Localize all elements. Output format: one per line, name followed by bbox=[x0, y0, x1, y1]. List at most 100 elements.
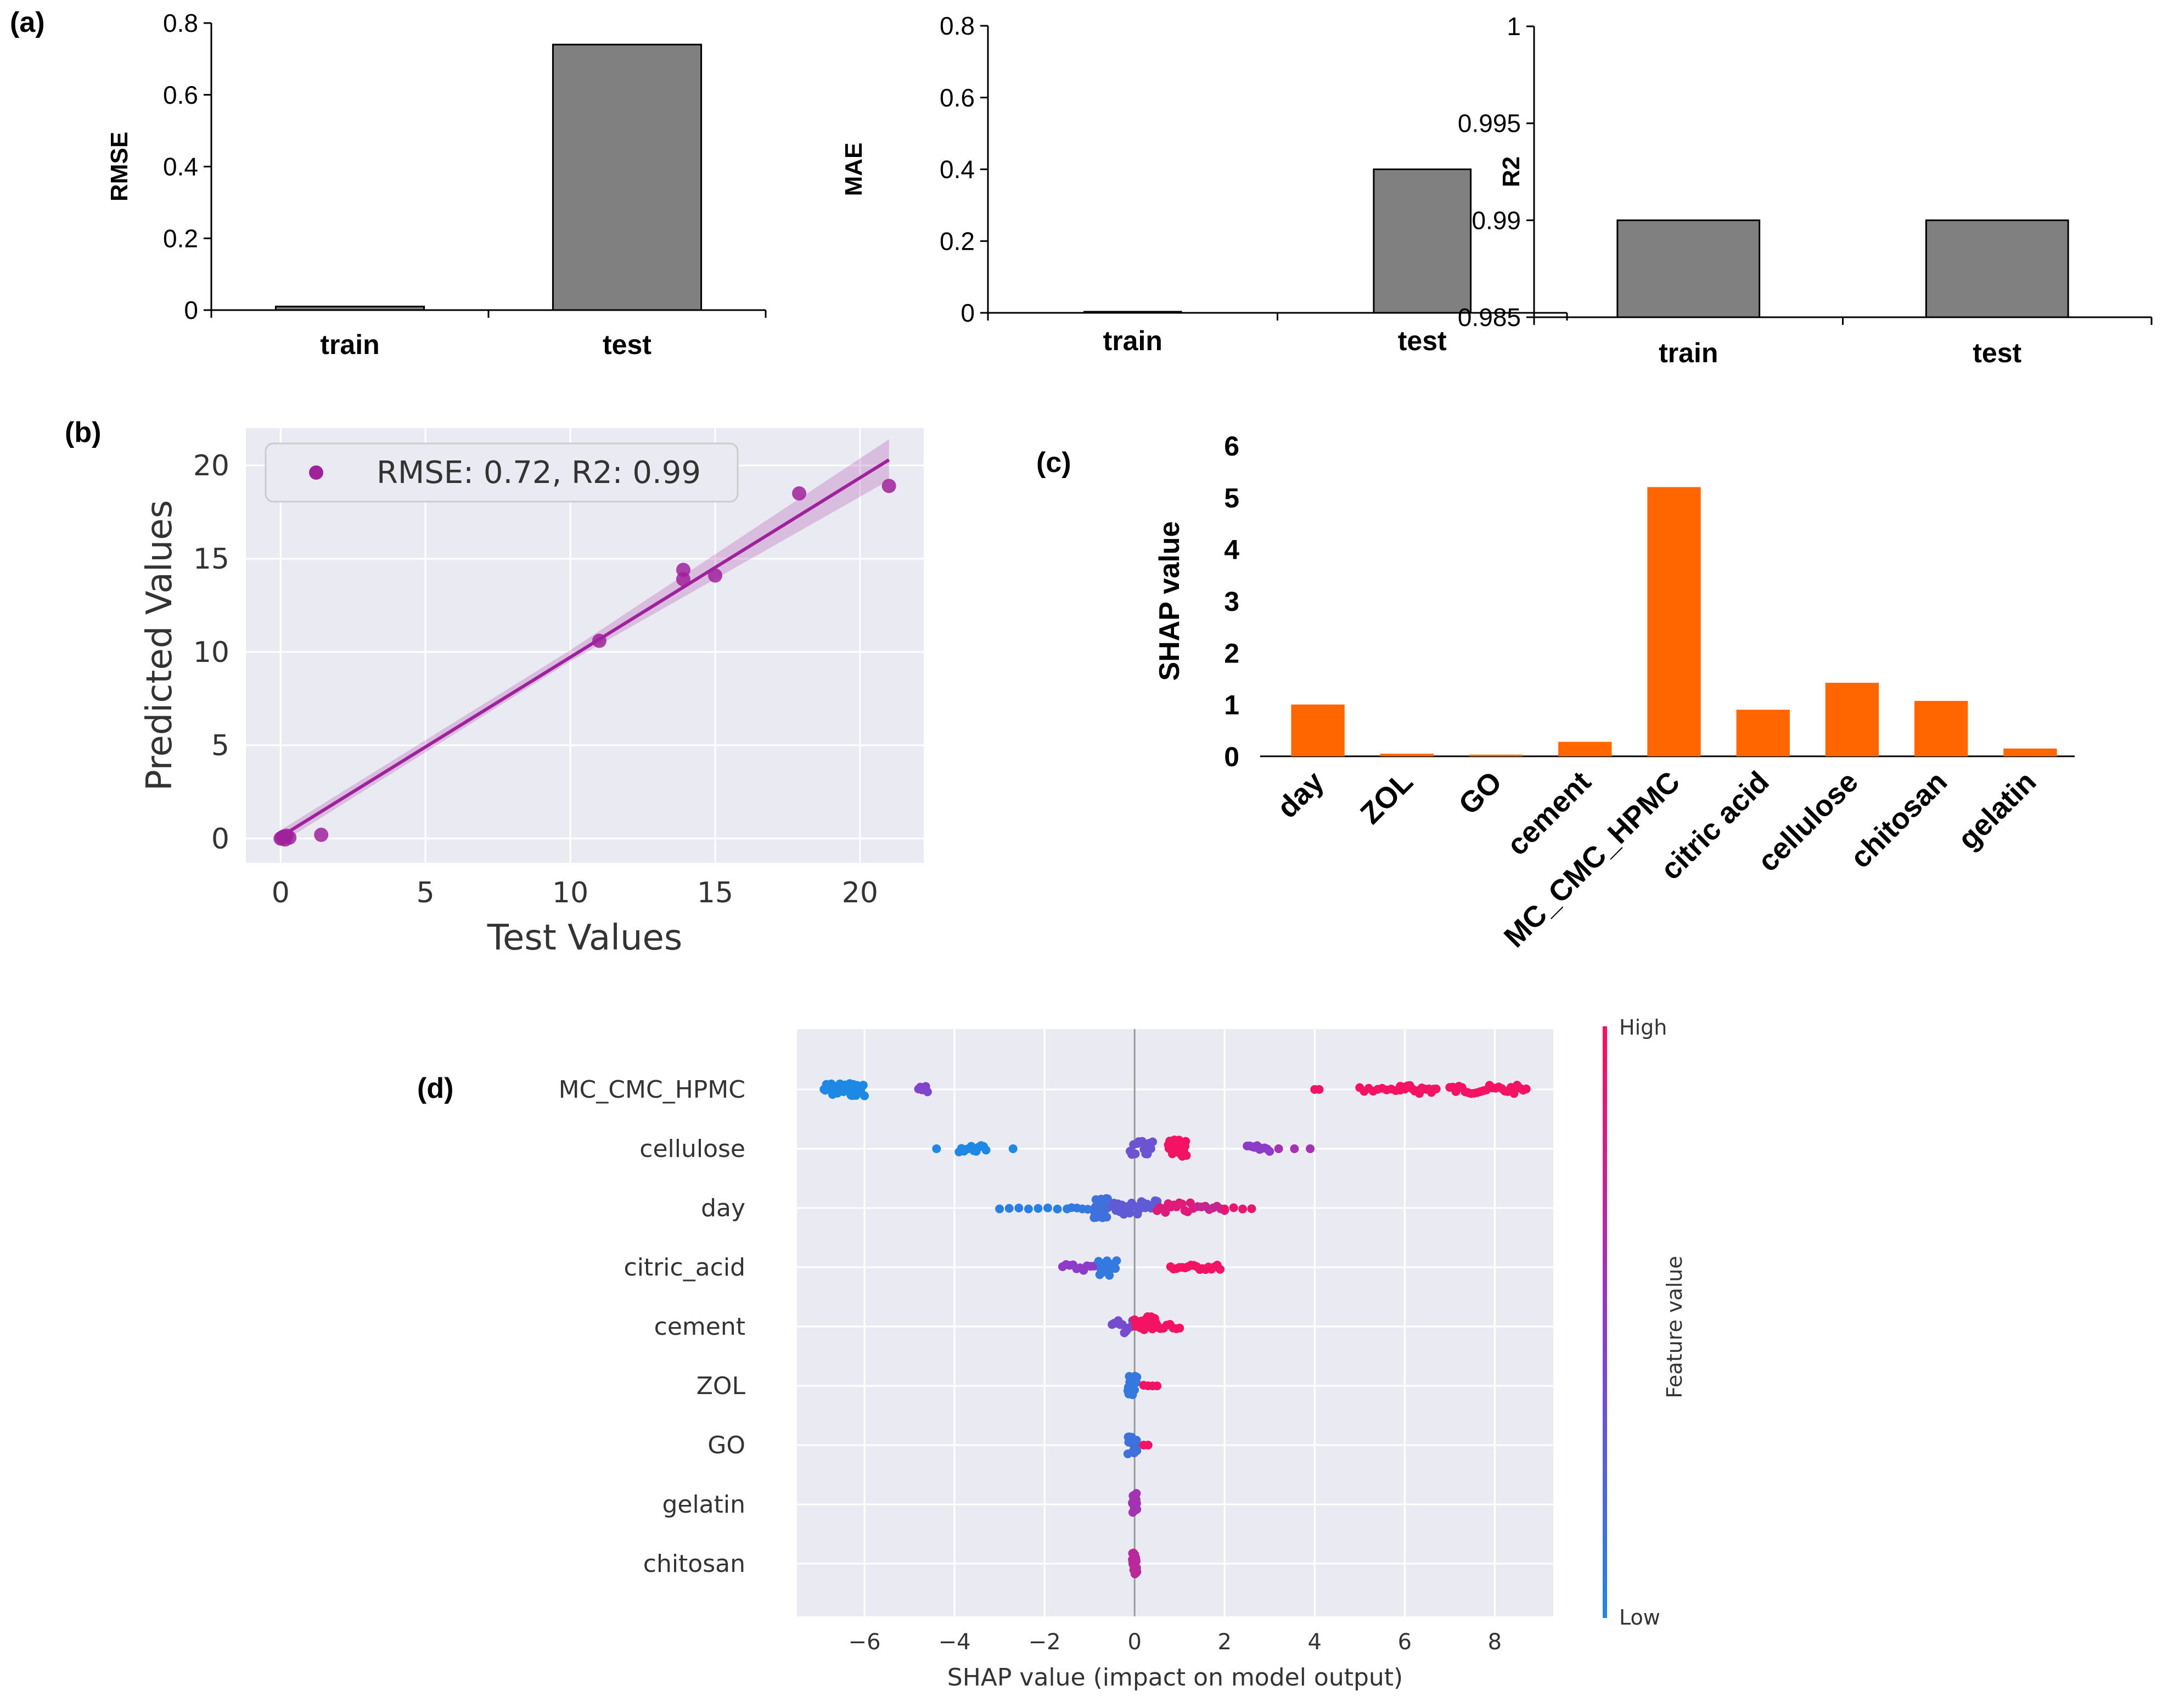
b-xtick-label: 0 bbox=[272, 877, 290, 909]
d-shap-dot bbox=[1265, 1147, 1274, 1156]
c-ytick-label: 3 bbox=[1224, 586, 1239, 617]
b-data-point bbox=[676, 572, 690, 587]
b-regression-line bbox=[279, 458, 890, 838]
d-shap-dot bbox=[1146, 1144, 1155, 1153]
d-shap-dot bbox=[1182, 1151, 1191, 1160]
b-xtick-label: 15 bbox=[697, 877, 733, 909]
b-data-point bbox=[708, 568, 722, 583]
d-xtick-label: −2 bbox=[1029, 1630, 1061, 1655]
mae-bar-chart: 0 0.2 0.4 0.6 0.8 train test MAE bbox=[840, 12, 1568, 356]
d-shap-dot bbox=[1102, 1212, 1111, 1222]
b-ytick-label: 0 bbox=[211, 823, 229, 856]
c-ylabel: SHAP value bbox=[1154, 521, 1186, 681]
a3-xtick-label: train bbox=[1659, 338, 1718, 368]
d-shap-dot bbox=[1181, 1137, 1190, 1146]
d-shap-dot bbox=[1131, 1149, 1140, 1159]
d-feature-label: day bbox=[701, 1194, 745, 1222]
b-legend-box bbox=[265, 442, 739, 503]
a1-bar-train bbox=[274, 305, 425, 311]
a3-bar-test bbox=[1925, 219, 2069, 318]
d-shap-dot bbox=[1274, 1144, 1283, 1153]
d-shap-dot bbox=[1014, 1203, 1024, 1212]
a1-ytick-label: 0.2 bbox=[163, 224, 198, 252]
a3-xtick-label: test bbox=[1973, 338, 2021, 368]
d-feature-label: citric_acid bbox=[624, 1254, 745, 1282]
d-shap-dot bbox=[932, 1144, 941, 1153]
d-shap-dot bbox=[1216, 1265, 1225, 1274]
d-feature-label: GO bbox=[707, 1431, 745, 1459]
b-ytick-label: 5 bbox=[211, 729, 229, 762]
d-feature-label: MC_CMC_HPMC bbox=[559, 1076, 745, 1104]
c-xtick-label: chitosan bbox=[1844, 765, 1953, 874]
r2-bar-chart: 0.985 0.99 0.995 1 train test R2 bbox=[1458, 12, 2153, 368]
d-shap-dot bbox=[1132, 1436, 1141, 1445]
c-bar-GO bbox=[1469, 755, 1523, 756]
d-shap-dot bbox=[1130, 1385, 1139, 1395]
a2-ytick-label: 0.6 bbox=[940, 83, 975, 112]
d-shap-dot bbox=[1024, 1204, 1033, 1213]
d-shap-dot bbox=[1034, 1204, 1043, 1213]
d-plot-area bbox=[797, 1029, 1553, 1616]
d-shap-dot bbox=[1238, 1204, 1248, 1213]
b-data-point bbox=[881, 479, 896, 493]
d-xtick-label: 6 bbox=[1398, 1630, 1412, 1655]
c-bar-cellulose bbox=[1825, 683, 1879, 756]
d-shap-dot bbox=[1103, 1194, 1112, 1204]
c-xtick-label: GO bbox=[1452, 765, 1508, 821]
a2-xtick-label: test bbox=[1398, 325, 1447, 356]
panel-label-d: (d) bbox=[417, 1072, 453, 1104]
d-shap-dot bbox=[1229, 1203, 1238, 1212]
a2-xtick-label: train bbox=[1103, 325, 1162, 356]
d-xtick-label: 0 bbox=[1127, 1630, 1141, 1655]
b-xlabel: Test Values bbox=[487, 918, 682, 958]
d-shap-dot bbox=[981, 1145, 991, 1155]
b-xtick-label: 10 bbox=[552, 877, 588, 909]
d-colorbar-label: Feature value bbox=[1662, 1256, 1687, 1398]
a1-xtick-label: train bbox=[320, 329, 379, 360]
c-ytick-label: 5 bbox=[1224, 482, 1239, 513]
d-shap-dot bbox=[1132, 1446, 1142, 1456]
d-shap-dot bbox=[923, 1087, 932, 1097]
b-legend-marker bbox=[309, 465, 323, 480]
a3-ytick-label: 0.99 bbox=[1471, 206, 1521, 234]
d-xtick-label: 8 bbox=[1488, 1630, 1502, 1655]
d-feature-label: cellulose bbox=[639, 1135, 745, 1163]
panel-label-a: (a) bbox=[10, 7, 45, 38]
d-shap-dot bbox=[1177, 1199, 1187, 1209]
c-bar-ZOL bbox=[1380, 754, 1434, 756]
c-xtick-label: gelatin bbox=[1952, 765, 2042, 856]
d-feature-label: cement bbox=[654, 1313, 745, 1341]
d-shap-dot bbox=[1290, 1144, 1299, 1153]
c-ytick-label: 6 bbox=[1224, 431, 1239, 462]
d-shap-dot bbox=[1306, 1144, 1315, 1153]
d-shap-dot bbox=[1315, 1085, 1324, 1094]
d-shap-dot bbox=[1131, 1557, 1141, 1566]
shap-beeswarm-plot: −6 −4 −2 0 2 4 6 8 MC_CMC_HPMC cellulose day citric… bbox=[559, 1015, 1687, 1692]
a3-ytick-label: 0.985 bbox=[1458, 303, 1521, 332]
b-xtick-label: 5 bbox=[417, 877, 435, 909]
b-data-point bbox=[792, 486, 807, 501]
c-bar-gelatin bbox=[2003, 748, 2057, 756]
d-shap-dot bbox=[1521, 1085, 1531, 1094]
a1-ytick-label: 0.6 bbox=[163, 81, 198, 109]
d-xtick-label: −6 bbox=[849, 1630, 881, 1655]
d-xlabel: SHAP value (impact on model output) bbox=[947, 1664, 1403, 1692]
d-xtick-label: −4 bbox=[939, 1630, 971, 1655]
a3-ytick-label: 1 bbox=[1507, 12, 1521, 41]
d-feature-label: chitosan bbox=[643, 1550, 745, 1578]
b-ytick-label: 15 bbox=[193, 543, 229, 576]
d-shap-dot bbox=[1112, 1256, 1121, 1265]
a2-bar-test bbox=[1373, 168, 1472, 314]
d-shap-dot bbox=[1043, 1203, 1052, 1212]
c-bar-citric-acid bbox=[1736, 710, 1790, 756]
panel-label-b: (b) bbox=[65, 417, 101, 448]
a1-ylabel: RMSE bbox=[106, 132, 133, 201]
c-bar-MC_CMC_HPMC bbox=[1647, 487, 1701, 756]
a3-ytick-label: 0.995 bbox=[1458, 109, 1521, 138]
d-shap-dot bbox=[1132, 1504, 1142, 1514]
d-shap-dot bbox=[1132, 1489, 1141, 1498]
d-shap-dot bbox=[1153, 1381, 1162, 1391]
a3-bar-train bbox=[1616, 219, 1761, 318]
b-ytick-label: 10 bbox=[193, 636, 229, 669]
